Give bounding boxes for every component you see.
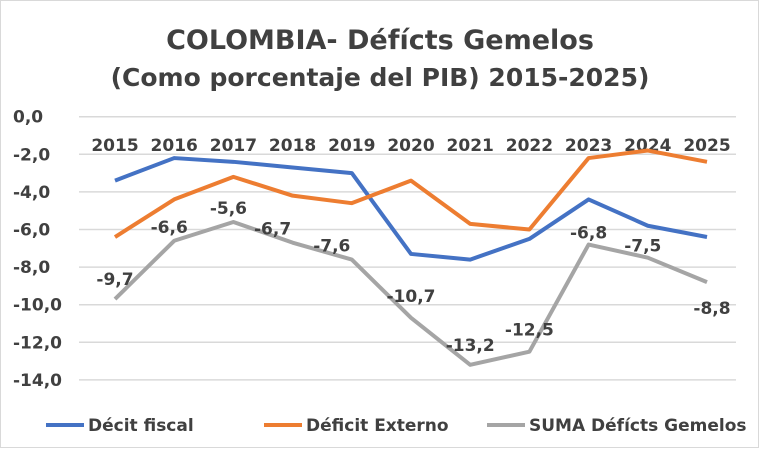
- chart-subtitle: (Como porcentaje del PIB) 2015-2025): [111, 63, 650, 92]
- data-label: -5,6: [210, 199, 247, 219]
- x-tick-label: 2020: [387, 136, 434, 156]
- legend-label: Déficit Externo: [306, 416, 449, 436]
- y-tick-label: -14,0: [13, 371, 62, 391]
- y-tick-label: -12,0: [13, 333, 62, 353]
- y-tick-label: -6,0: [13, 221, 50, 241]
- x-tick-label: 2019: [328, 136, 375, 156]
- chart-title: COLOMBIA- Défícts Gemelos: [166, 25, 594, 56]
- x-tick-label: 2025: [683, 136, 730, 156]
- y-tick-label: -8,0: [13, 258, 50, 278]
- data-label: -9,7: [96, 270, 133, 290]
- data-label: -8,8: [693, 299, 730, 319]
- legend-label: Décit fiscal: [88, 416, 194, 436]
- legend-label: SUMA Défícts Gemelos: [529, 416, 747, 436]
- data-label: -6,6: [151, 218, 188, 238]
- data-label: -12,5: [505, 321, 554, 341]
- x-tick-label: 2022: [506, 136, 553, 156]
- y-tick-label: 0,0: [13, 108, 43, 128]
- data-label: -6,8: [570, 224, 607, 244]
- series-line: [115, 158, 707, 260]
- y-tick-label: -4,0: [13, 183, 50, 203]
- x-tick-label: 2017: [210, 136, 257, 156]
- x-tick-label: 2021: [447, 136, 494, 156]
- x-tick-label: 2016: [151, 136, 198, 156]
- data-label: -10,7: [387, 287, 436, 307]
- data-label: -7,5: [624, 237, 661, 257]
- data-label: -6,7: [254, 220, 291, 240]
- data-label: -13,2: [446, 336, 495, 356]
- y-tick-label: -10,0: [13, 296, 62, 316]
- x-tick-label: 2023: [565, 136, 612, 156]
- data-label: -7,6: [313, 237, 350, 257]
- series-line: [115, 151, 707, 237]
- y-tick-label: -2,0: [13, 145, 50, 165]
- x-tick-label: 2015: [91, 136, 138, 156]
- x-tick-label: 2018: [269, 136, 316, 156]
